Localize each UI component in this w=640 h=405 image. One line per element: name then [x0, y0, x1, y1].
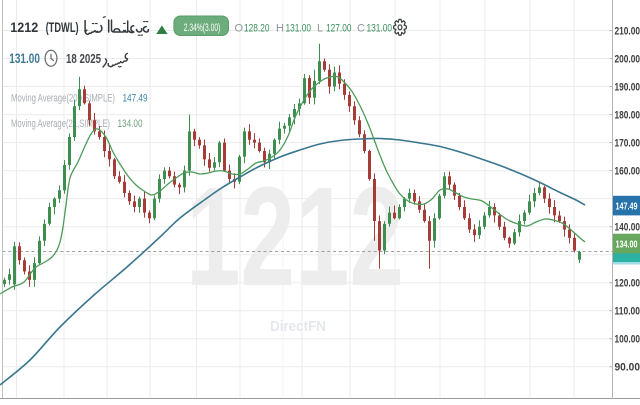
svg-text:190.00: 190.00	[615, 81, 640, 93]
svg-text:1212: 1212	[10, 19, 38, 35]
svg-text:147.49: 147.49	[123, 93, 148, 105]
svg-text:(TDWL): (TDWL)	[46, 19, 79, 35]
svg-text:C: C	[357, 23, 365, 35]
svg-text:134.00: 134.00	[118, 118, 143, 130]
svg-text:160.00: 160.00	[615, 166, 640, 178]
svg-text:100.00: 100.00	[615, 334, 640, 346]
svg-text:131.00: 131.00	[9, 50, 40, 66]
svg-text:H: H	[276, 23, 284, 35]
svg-text:127.00: 127.00	[326, 23, 352, 35]
svg-text:128.20: 128.20	[244, 23, 270, 35]
svg-text:1212: 1212	[186, 157, 404, 315]
svg-text:140.00: 140.00	[615, 222, 640, 234]
svg-text:L: L	[317, 23, 323, 35]
svg-text:Moving Average(200,SIMPLE): Moving Average(200,SIMPLE)	[11, 93, 115, 105]
svg-text:110.00: 110.00	[615, 306, 640, 318]
svg-text:2.34%(3.00): 2.34%(3.00)	[184, 22, 221, 34]
svg-text:131.00: 131.00	[286, 23, 312, 35]
svg-text:120.00: 120.00	[615, 278, 640, 290]
svg-text:O: O	[235, 23, 244, 35]
svg-text:18 2025: 18 2025	[66, 51, 101, 66]
svg-text:90.00: 90.00	[615, 362, 640, 374]
svg-text:147.49: 147.49	[616, 200, 638, 212]
svg-text:170.00: 170.00	[615, 138, 640, 150]
svg-text:210.00: 210.00	[615, 25, 640, 37]
svg-text:134.00: 134.00	[616, 238, 638, 250]
svg-text:200.00: 200.00	[615, 53, 640, 65]
svg-text:180.00: 180.00	[615, 110, 640, 122]
svg-text:131.00: 131.00	[367, 23, 393, 35]
svg-text:DirectFN: DirectFN	[270, 319, 326, 335]
